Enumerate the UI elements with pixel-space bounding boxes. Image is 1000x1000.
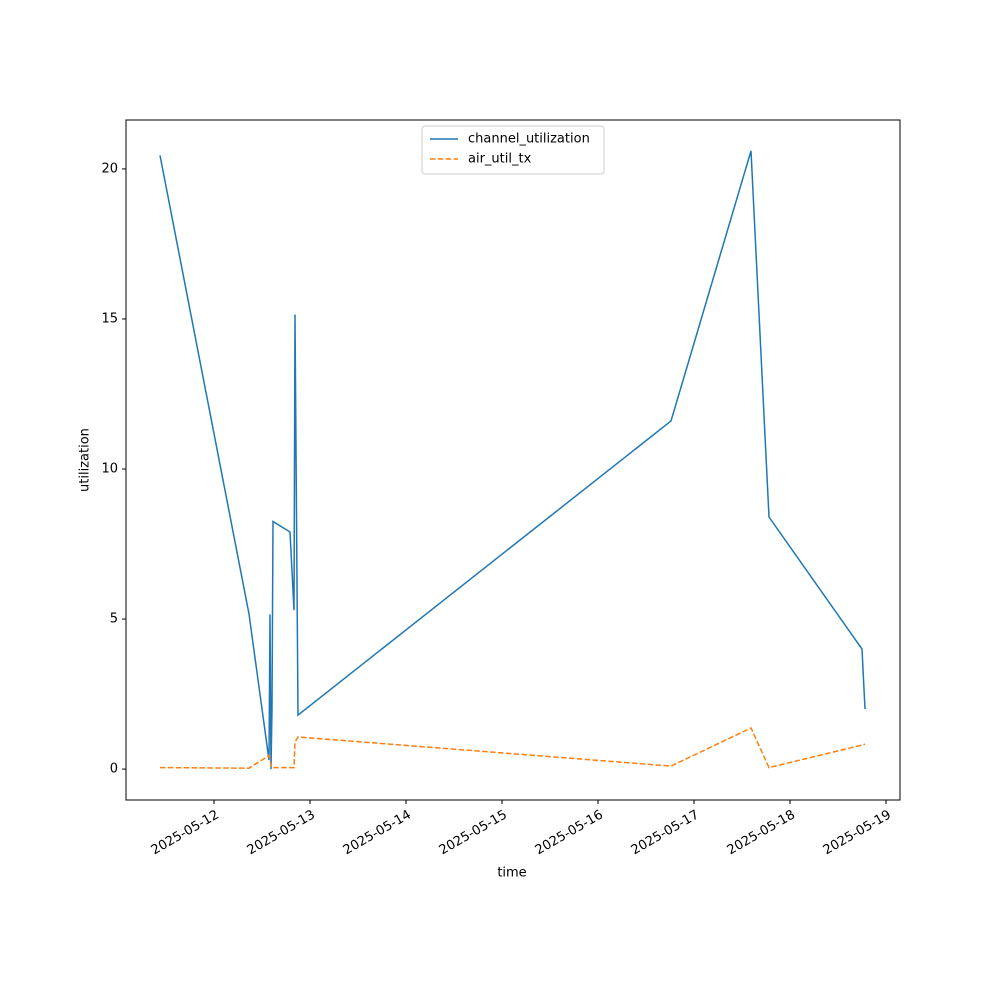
y-tick-label: 20 [101,161,118,176]
y-tick-label: 15 [101,311,118,326]
x-tick-label: 2025-05-12 [149,808,222,859]
series-line [159,150,866,770]
plot-frame [125,119,901,801]
x-tick-label: 2025-05-18 [725,808,798,859]
y-tick-label: 0 [110,762,118,777]
x-tick-label: 2025-05-17 [629,808,702,859]
x-tick-label: 2025-05-16 [533,808,606,859]
x-tick-label: 2025-05-14 [341,808,414,859]
y-tick-label: 10 [101,462,118,477]
y-tick-label: 5 [110,612,118,627]
legend-label: air_util_tx [468,152,532,167]
x-tick-label: 2025-05-13 [245,808,318,859]
legend-label: channel_utilization [468,132,590,147]
x-tick-label: 2025-05-15 [437,808,510,859]
legend-box [421,125,605,175]
x-axis-label: time [497,866,526,881]
legend: channel_utilization air_util_tx [421,125,605,175]
y-axis-label: utilization [78,428,93,492]
x-tick-label: 2025-05-19 [821,808,894,859]
series-line [159,726,866,769]
